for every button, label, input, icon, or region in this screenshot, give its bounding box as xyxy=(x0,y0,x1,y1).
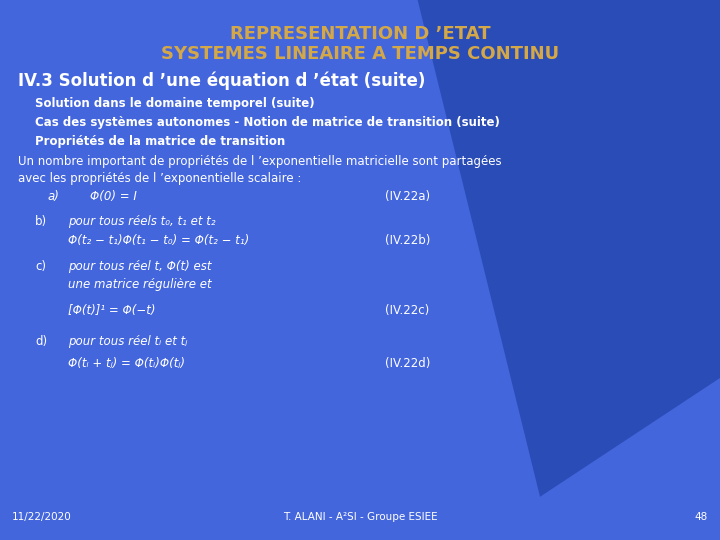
Text: IV.3 Solution d ’une équation d ’état (suite): IV.3 Solution d ’une équation d ’état (s… xyxy=(18,72,426,91)
Text: [Φ(t)]¹ = Φ(−t): [Φ(t)]¹ = Φ(−t) xyxy=(68,304,156,317)
Polygon shape xyxy=(418,0,720,497)
Text: (IV.22a): (IV.22a) xyxy=(385,190,430,203)
Text: d): d) xyxy=(35,335,47,348)
Text: Φ(tᵢ + tⱼ) = Φ(tᵢ)Φ(tⱼ): Φ(tᵢ + tⱼ) = Φ(tᵢ)Φ(tⱼ) xyxy=(68,357,185,370)
Text: pour tous réels t₀, t₁ et t₂: pour tous réels t₀, t₁ et t₂ xyxy=(68,215,215,228)
Text: c): c) xyxy=(35,260,46,273)
Text: SYSTEMES LINEAIRE A TEMPS CONTINU: SYSTEMES LINEAIRE A TEMPS CONTINU xyxy=(161,45,559,63)
Text: b): b) xyxy=(35,215,47,228)
Text: REPRESENTATION D ’ETAT: REPRESENTATION D ’ETAT xyxy=(230,25,490,43)
Text: avec les propriétés de l ’exponentielle scalaire :: avec les propriétés de l ’exponentielle … xyxy=(18,172,302,185)
Text: Un nombre important de propriétés de l ’exponentielle matricielle sont partagées: Un nombre important de propriétés de l ’… xyxy=(18,155,502,168)
Text: 48: 48 xyxy=(695,512,708,522)
Text: une matrice régulière et: une matrice régulière et xyxy=(68,278,212,291)
Text: (IV.22b): (IV.22b) xyxy=(385,234,431,247)
Text: Solution dans le domaine temporel (suite): Solution dans le domaine temporel (suite… xyxy=(35,97,315,110)
Text: (IV.22c): (IV.22c) xyxy=(385,304,429,317)
Text: pour tous réel t, Φ(t) est: pour tous réel t, Φ(t) est xyxy=(68,260,212,273)
Text: pour tous réel tᵢ et tⱼ: pour tous réel tᵢ et tⱼ xyxy=(68,335,187,348)
Text: T. ALANI - A²SI - Groupe ESIEE: T. ALANI - A²SI - Groupe ESIEE xyxy=(283,512,437,522)
Text: Φ(0) = I: Φ(0) = I xyxy=(90,190,137,203)
Text: Cas des systèmes autonomes - Notion de matrice de transition (suite): Cas des systèmes autonomes - Notion de m… xyxy=(35,116,500,129)
Text: 11/22/2020: 11/22/2020 xyxy=(12,512,72,522)
Text: (IV.22d): (IV.22d) xyxy=(385,357,431,370)
Text: Propriétés de la matrice de transition: Propriétés de la matrice de transition xyxy=(35,135,285,148)
Text: a): a) xyxy=(48,190,60,203)
Text: Φ(t₂ − t₁)Φ(t₁ − t₀) = Φ(t₂ − t₁): Φ(t₂ − t₁)Φ(t₁ − t₀) = Φ(t₂ − t₁) xyxy=(68,234,249,247)
